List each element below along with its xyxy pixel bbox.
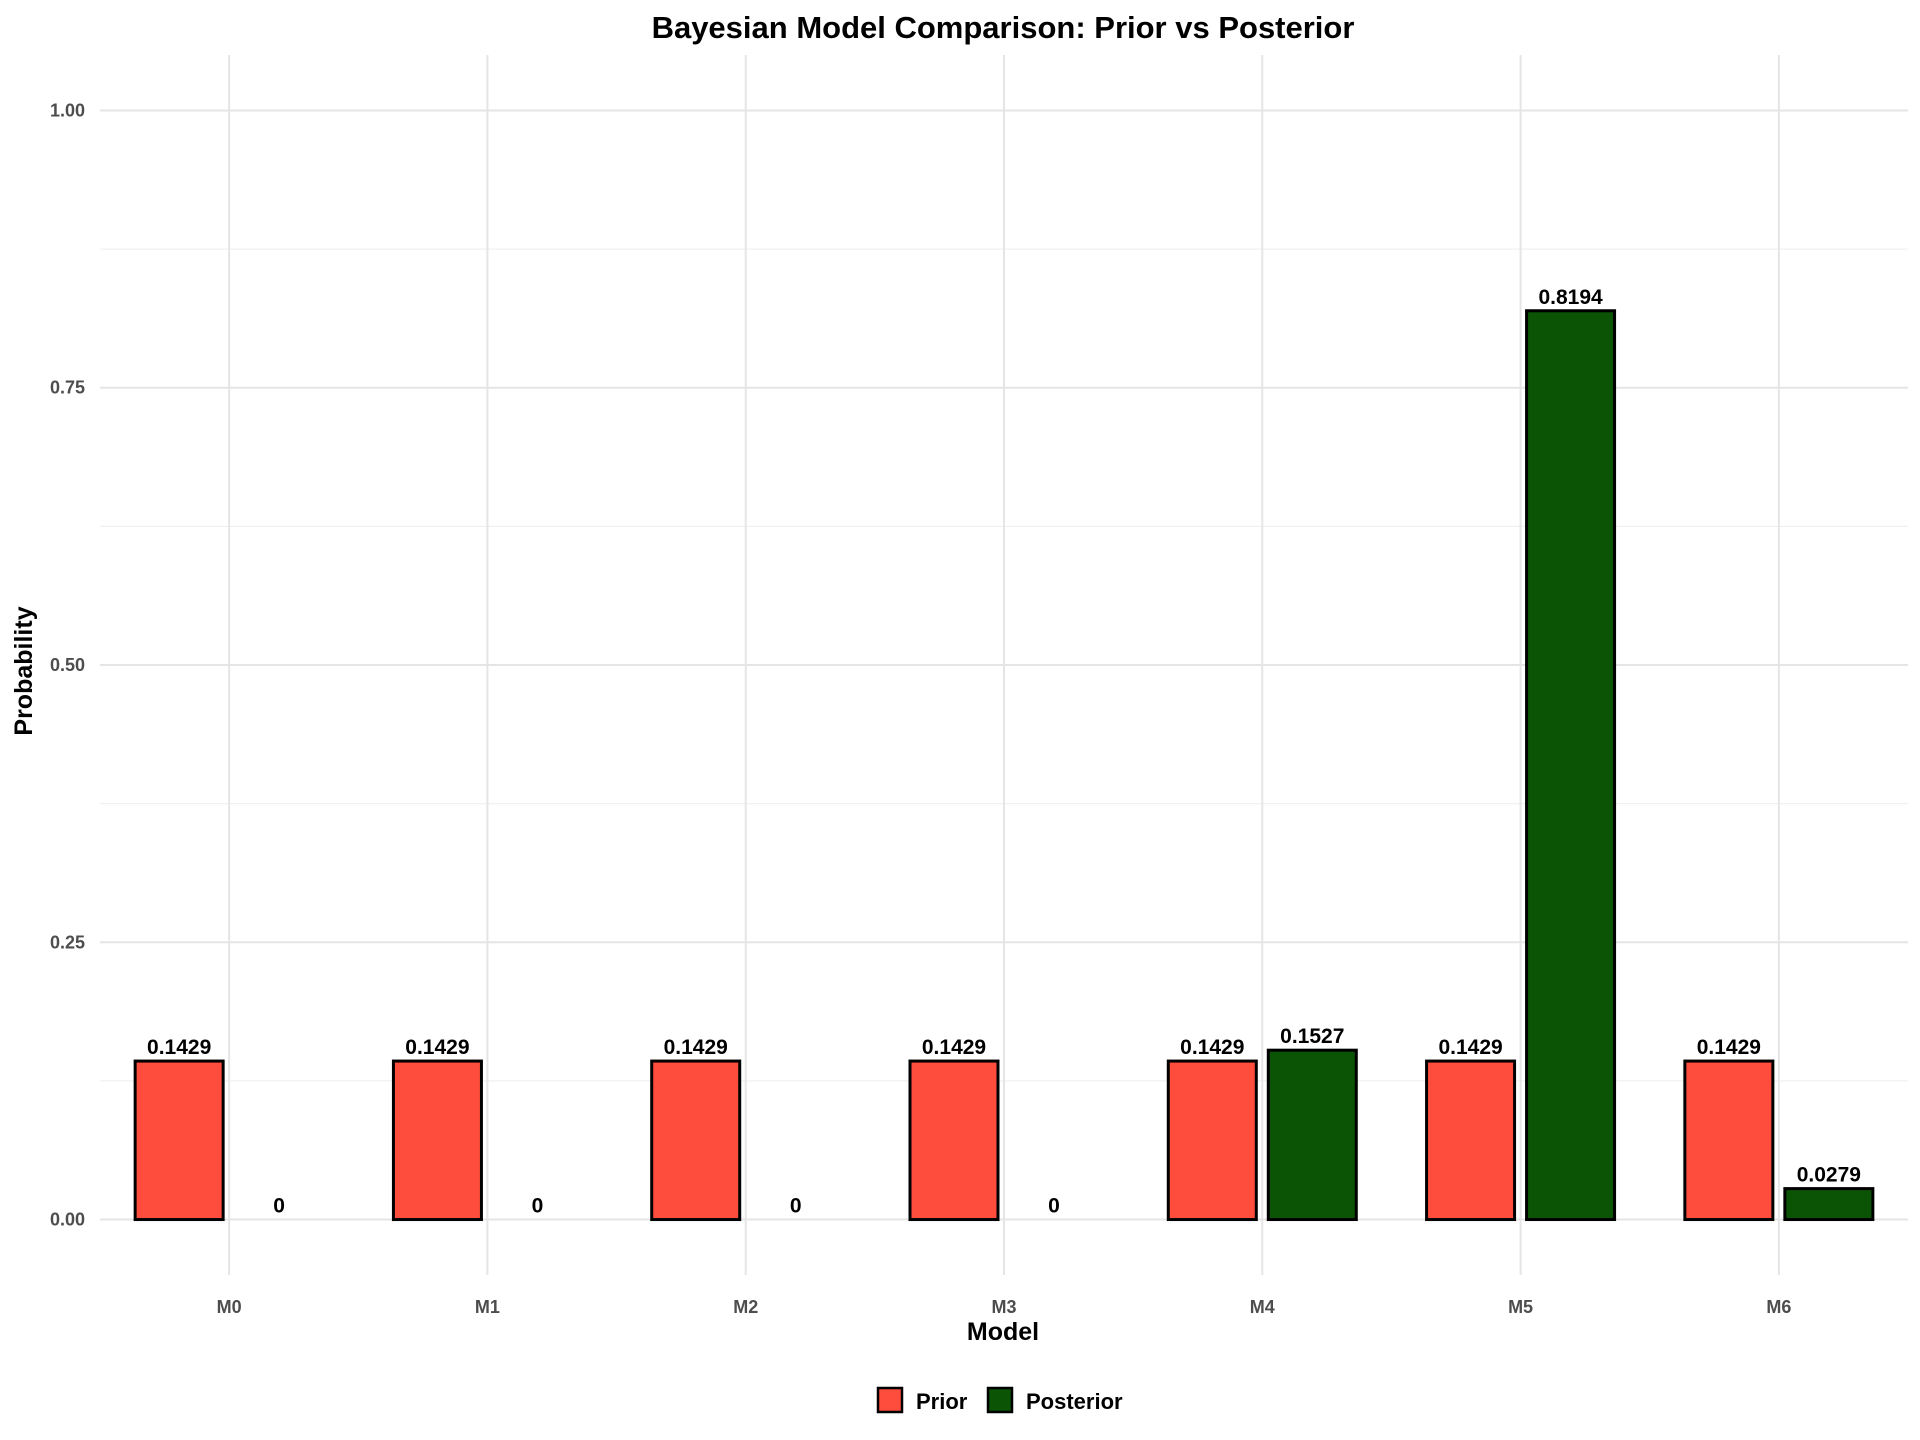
bar-prior-m3 — [908, 1059, 1000, 1222]
legend-swatch-posterior — [986, 1386, 1014, 1414]
data-label-prior-m0: 0.1429 — [147, 1036, 211, 1059]
data-label-prior-m5: 0.1429 — [1438, 1036, 1502, 1059]
data-label-prior-m4: 0.1429 — [1180, 1036, 1244, 1059]
legend: Prior Posterior — [876, 1386, 1123, 1414]
bar-posterior-m6 — [1783, 1187, 1875, 1222]
x-tick-label: M0 — [217, 1297, 242, 1317]
bar-prior-m1 — [391, 1059, 483, 1222]
x-tick-label: M4 — [1250, 1297, 1275, 1317]
legend-swatch-prior — [876, 1386, 904, 1414]
x-axis-title: Model — [967, 1318, 1039, 1346]
x-tick-label: M5 — [1508, 1297, 1533, 1317]
bar-prior-m4 — [1166, 1059, 1258, 1222]
grid-lines — [100, 55, 1908, 1275]
y-tick-label: 1.00 — [50, 100, 85, 120]
y-tick-label: 0.00 — [50, 1210, 85, 1230]
data-label-posterior-m3: 0 — [1048, 1195, 1060, 1218]
data-label-posterior-m4: 0.1527 — [1280, 1025, 1344, 1048]
y-tick-label: 0.75 — [50, 378, 85, 398]
legend-label-prior: Prior — [916, 1389, 968, 1414]
bar-prior-m6 — [1683, 1059, 1775, 1222]
data-labels: 0.1429 0.1429 0.1429 0.1429 0.1429 0.1429 0.14… — [147, 286, 1861, 1218]
data-label-prior-m6: 0.1429 — [1697, 1036, 1761, 1059]
x-tick-label: M1 — [475, 1297, 500, 1317]
y-axis-title: Probability — [10, 606, 38, 735]
x-tick-label: M3 — [991, 1297, 1016, 1317]
legend-label-posterior: Posterior — [1026, 1389, 1123, 1414]
data-label-posterior-m6: 0.0279 — [1797, 1164, 1861, 1187]
data-label-prior-m1: 0.1429 — [405, 1036, 469, 1059]
data-label-posterior-m2: 0 — [790, 1195, 802, 1218]
x-tick-label: M2 — [733, 1297, 758, 1317]
y-tick-label: 0.25 — [50, 932, 85, 952]
data-label-prior-m3: 0.1429 — [922, 1036, 986, 1059]
bars — [133, 309, 1875, 1222]
y-tick-label: 0.50 — [50, 655, 85, 675]
axes: 0.00 0.25 0.50 0.75 1.00 M0 M1 M2 M3 M4 M5 M6 — [50, 100, 1791, 1317]
x-tick-label: M6 — [1766, 1297, 1791, 1317]
data-label-posterior-m5: 0.8194 — [1538, 286, 1603, 309]
bar-prior-m5 — [1425, 1059, 1517, 1222]
bar-posterior-m5 — [1525, 309, 1617, 1222]
bar-posterior-m4 — [1266, 1048, 1358, 1222]
data-label-posterior-m0: 0 — [273, 1195, 285, 1218]
data-label-posterior-m1: 0 — [532, 1195, 544, 1218]
bar-prior-m0 — [133, 1059, 225, 1222]
bar-prior-m2 — [650, 1059, 742, 1222]
chart-title: Bayesian Model Comparison: Prior vs Post… — [652, 10, 1355, 45]
data-label-prior-m2: 0.1429 — [664, 1036, 728, 1059]
